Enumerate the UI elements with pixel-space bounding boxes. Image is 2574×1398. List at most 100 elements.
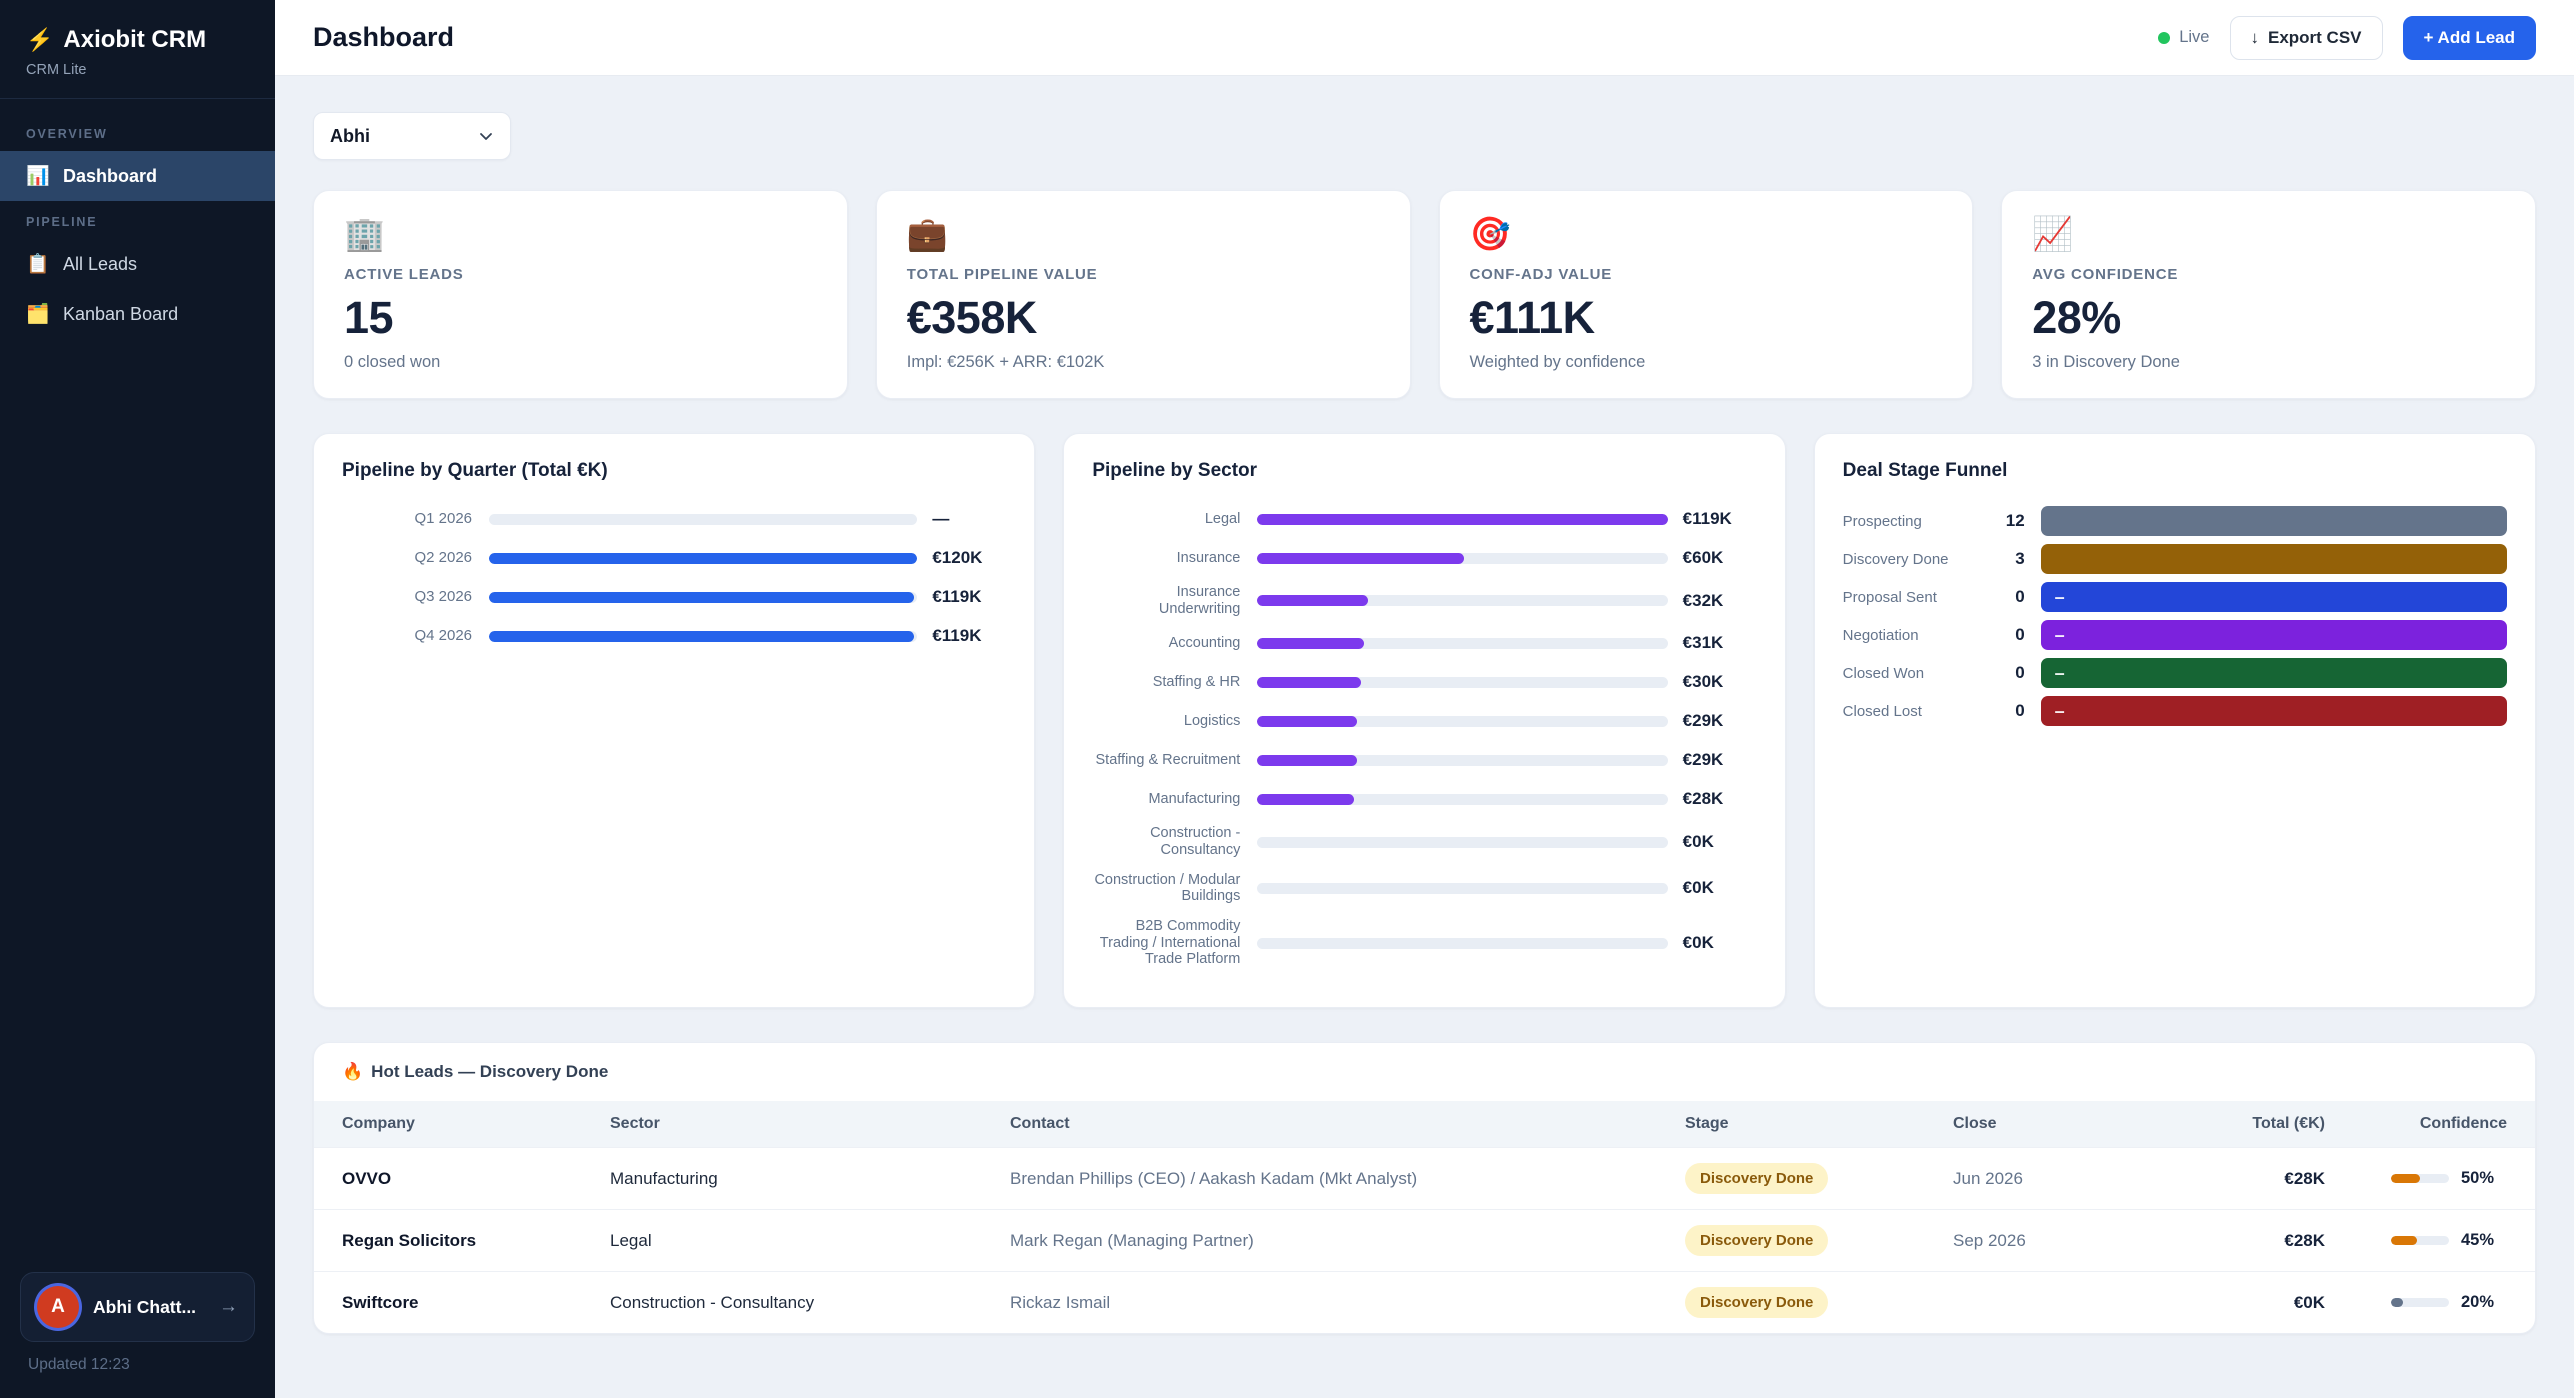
bar-fill <box>489 630 914 642</box>
sector-cell: Manufacturing <box>610 1168 718 1188</box>
confidence-bar-fill <box>2391 1174 2420 1184</box>
stage-cell: Discovery Done <box>1685 1210 1953 1271</box>
sector-cell: Construction - Consultancy <box>610 1292 815 1312</box>
stage-count: 0 <box>2015 587 2025 606</box>
sidebar-item-dashboard[interactable]: 📊 Dashboard <box>0 151 275 201</box>
category-label: Legal <box>1204 510 1241 527</box>
stage-cell: Discovery Done <box>1685 1148 1953 1209</box>
bar-fill <box>1257 715 1358 727</box>
column-header-company: Company <box>342 1115 415 1133</box>
column-header-close: Close <box>1953 1115 1997 1133</box>
export-csv-label: Export CSV <box>2268 27 2362 47</box>
value-label: €119K <box>932 626 982 645</box>
sidebar-item-label: Kanban Board <box>63 303 179 324</box>
bar-track <box>489 591 918 603</box>
confidence-percent: 50% <box>2461 1169 2495 1188</box>
funnel-bar: – <box>2040 696 2507 726</box>
confidence-bar-fill <box>2391 1298 2403 1308</box>
stage-label: Closed Won <box>1842 664 1925 682</box>
add-lead-label: + Add Lead <box>2423 27 2515 47</box>
category-label: Construction / Modular Buildings <box>1094 871 1241 905</box>
contact-cell: Mark Regan (Managing Partner) <box>1010 1230 1254 1250</box>
chart-row: Q1 2026 — <box>342 506 1006 532</box>
category-label: Accounting <box>1168 635 1241 651</box>
column-header-sector: Sector <box>610 1115 660 1133</box>
category-label: B2B Commodity Trading / International Tr… <box>1099 918 1241 968</box>
confidence-percent: 20% <box>2461 1293 2495 1312</box>
target-icon: 🎯 <box>1469 215 1511 252</box>
user-profile-chip[interactable]: A Abhi Chatt... → <box>20 1272 255 1342</box>
office-building-icon: 🏢 <box>344 215 386 252</box>
company-cell: Regan Solicitors <box>342 1230 477 1250</box>
value-label: €60K <box>1682 548 1724 567</box>
chart-row: Legal €119K <box>1092 506 1756 532</box>
bar-track <box>1257 836 1668 848</box>
chart-row: Logistics €29K <box>1092 708 1756 734</box>
chart-deal-stage-funnel: Deal Stage Funnel Prospecting 12 Discove… <box>1813 433 2536 1009</box>
total-cell: €0K <box>2293 1292 2325 1312</box>
table-row[interactable]: Swiftcore Construction - Consultancy Ric… <box>314 1271 2535 1333</box>
value-label: €29K <box>1682 711 1724 731</box>
sidebar-item-kanban-board[interactable]: 🗂️ Kanban Board <box>0 289 275 339</box>
dashboard-content: Abhi 🏢 ACTIVE LEADS 15 0 closed won 💼 TO… <box>275 76 2574 1398</box>
kpi-card-avg-confidence: 📈 AVG CONFIDENCE 28% 3 in Discovery Done <box>2001 190 2536 399</box>
funnel-bar <box>2040 506 2507 536</box>
value-label: €29K <box>1682 750 1724 770</box>
bar-track <box>1257 552 1668 564</box>
bar-fill <box>1257 793 1354 805</box>
category-label: Insurance <box>1176 549 1241 566</box>
chart-row: Construction - Consultancy €0K <box>1092 825 1756 858</box>
chart-title: Deal Stage Funnel <box>1842 460 2008 481</box>
funnel-bar <box>2040 544 2507 574</box>
chart-row: Insurance €60K <box>1092 545 1756 571</box>
live-status-label: Live <box>2179 28 2210 46</box>
sidebar: ⚡ Axiobit CRM CRM Lite OVERVIEW 📊 Dashbo… <box>0 0 275 1398</box>
last-updated-text: Updated 12:23 <box>28 1356 130 1373</box>
sidebar-item-all-leads[interactable]: 📋 All Leads <box>0 239 275 289</box>
download-icon: ↓ <box>2250 27 2260 47</box>
value-label: €0K <box>1682 878 1714 898</box>
sidebar-section-pipeline: PIPELINE <box>26 215 98 229</box>
funnel-row: Prospecting 12 <box>1843 506 2507 536</box>
add-lead-button[interactable]: + Add Lead <box>2402 15 2536 60</box>
funnel-row: Discovery Done 3 <box>1843 544 2507 574</box>
owner-select[interactable]: Abhi <box>313 112 511 160</box>
company-cell: OVVO <box>342 1168 392 1188</box>
chart-row: Staffing & Recruitment €29K <box>1092 747 1756 773</box>
bar-track <box>1257 715 1668 727</box>
table-row[interactable]: Regan Solicitors Legal Mark Regan (Manag… <box>314 1209 2535 1271</box>
bar-fill <box>489 591 914 603</box>
value-label: €120K <box>932 548 983 567</box>
chart-pipeline-by-quarter: Pipeline by Quarter (Total €K) Q1 2026 —… <box>313 433 1036 1009</box>
sidebar-item-label: Dashboard <box>63 165 158 186</box>
category-label: Q3 2026 <box>414 588 472 606</box>
kpi-value: €111K <box>1469 292 1596 343</box>
confidence-cell: 20% <box>2325 1278 2507 1327</box>
category-label: Staffing & Recruitment <box>1095 752 1241 768</box>
chart-pipeline-by-sector: Pipeline by Sector Legal €119K Insurance… <box>1063 433 1786 1009</box>
hot-leads-card: 🔥 Hot Leads — Discovery Done Company Sec… <box>313 1042 2536 1335</box>
chart-title: Pipeline by Quarter (Total €K) <box>342 460 608 481</box>
bar-fill <box>1257 676 1361 688</box>
category-label: Q4 2026 <box>414 627 472 645</box>
kpi-value: 15 <box>344 292 394 343</box>
category-label: Q1 2026 <box>414 510 472 528</box>
table-row[interactable]: OVVO Manufacturing Brendan Phillips (CEO… <box>314 1147 2535 1209</box>
chart-row: Q2 2026 €120K <box>342 545 1006 571</box>
bar-track <box>489 552 918 564</box>
confidence-cell: 45% <box>2325 1216 2507 1265</box>
export-csv-button[interactable]: ↓ Export CSV <box>2229 15 2383 60</box>
funnel-bar: – <box>2040 658 2507 688</box>
kpi-label: AVG CONFIDENCE <box>2032 266 2179 283</box>
bar-track <box>1257 637 1668 649</box>
main-area: Dashboard Live ↓ Export CSV + Add Lead A… <box>275 0 2574 1398</box>
status-badge: Discovery Done <box>1685 1287 1829 1319</box>
table-header-row: Company Sector Contact Stage Close Total… <box>314 1101 2535 1148</box>
contact-cell: Rickaz Ismail <box>1010 1292 1111 1312</box>
kpi-subtext: Impl: €256K + ARR: €102K <box>906 353 1105 371</box>
bar-dash: – <box>2054 700 2065 721</box>
chart-row: Insurance Underwriting €32K <box>1092 584 1756 617</box>
chart-increasing-icon: 📈 <box>2032 215 2074 252</box>
column-header-total: Total (€K) <box>2252 1115 2325 1133</box>
app-name: Axiobit CRM <box>63 26 207 53</box>
